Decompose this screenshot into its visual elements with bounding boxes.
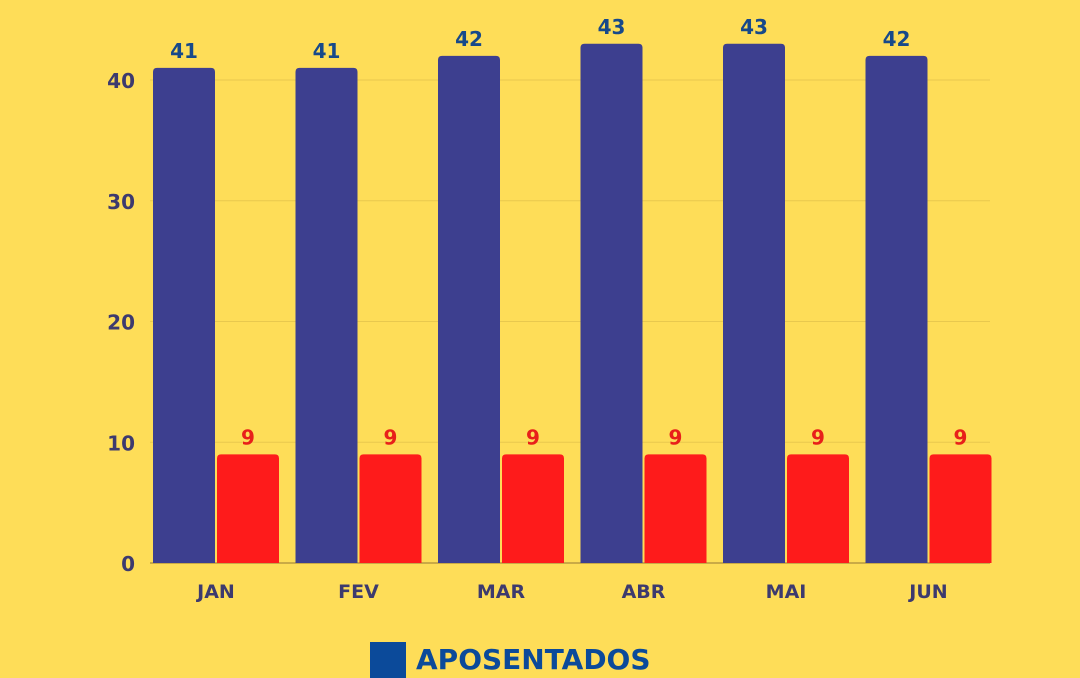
- x-tick-label: JAN: [195, 581, 235, 603]
- bar: [295, 67, 358, 564]
- y-tick-label: 40: [107, 69, 135, 93]
- bar: [644, 454, 707, 563]
- bar: [438, 55, 500, 563]
- y-tick-label: 30: [107, 190, 135, 214]
- bar: [217, 454, 279, 563]
- bar: [502, 454, 564, 563]
- x-tick-label: MAI: [766, 581, 807, 603]
- bar: [723, 43, 785, 563]
- data-label: 43: [740, 15, 768, 39]
- data-label: 9: [954, 425, 968, 449]
- data-label: 42: [883, 27, 911, 51]
- bar: [153, 67, 215, 564]
- bar: [787, 454, 849, 563]
- x-tick-label: MAR: [477, 581, 526, 603]
- data-label: 9: [669, 425, 683, 449]
- data-label: 41: [313, 39, 341, 63]
- y-tick-label: 10: [107, 431, 135, 455]
- data-label: 9: [811, 425, 825, 449]
- bar: [929, 454, 992, 563]
- data-label: 41: [170, 39, 198, 63]
- data-label: 9: [241, 425, 255, 449]
- data-label: 9: [384, 425, 398, 449]
- x-tick-label: JUN: [907, 581, 947, 603]
- legend: APOSENTADOS: [370, 642, 651, 678]
- data-label: 43: [598, 15, 626, 39]
- y-tick-label: 20: [107, 311, 135, 335]
- legend-swatch: [370, 642, 406, 678]
- bar: [580, 43, 643, 563]
- data-label: 9: [526, 425, 540, 449]
- bar: [865, 55, 928, 563]
- x-tick-label: ABR: [622, 581, 666, 603]
- bar: [359, 454, 422, 563]
- y-tick-label: 0: [121, 552, 135, 576]
- data-label: 42: [455, 27, 483, 51]
- legend-label: APOSENTADOS: [416, 643, 651, 676]
- x-tick-label: FEV: [338, 581, 379, 603]
